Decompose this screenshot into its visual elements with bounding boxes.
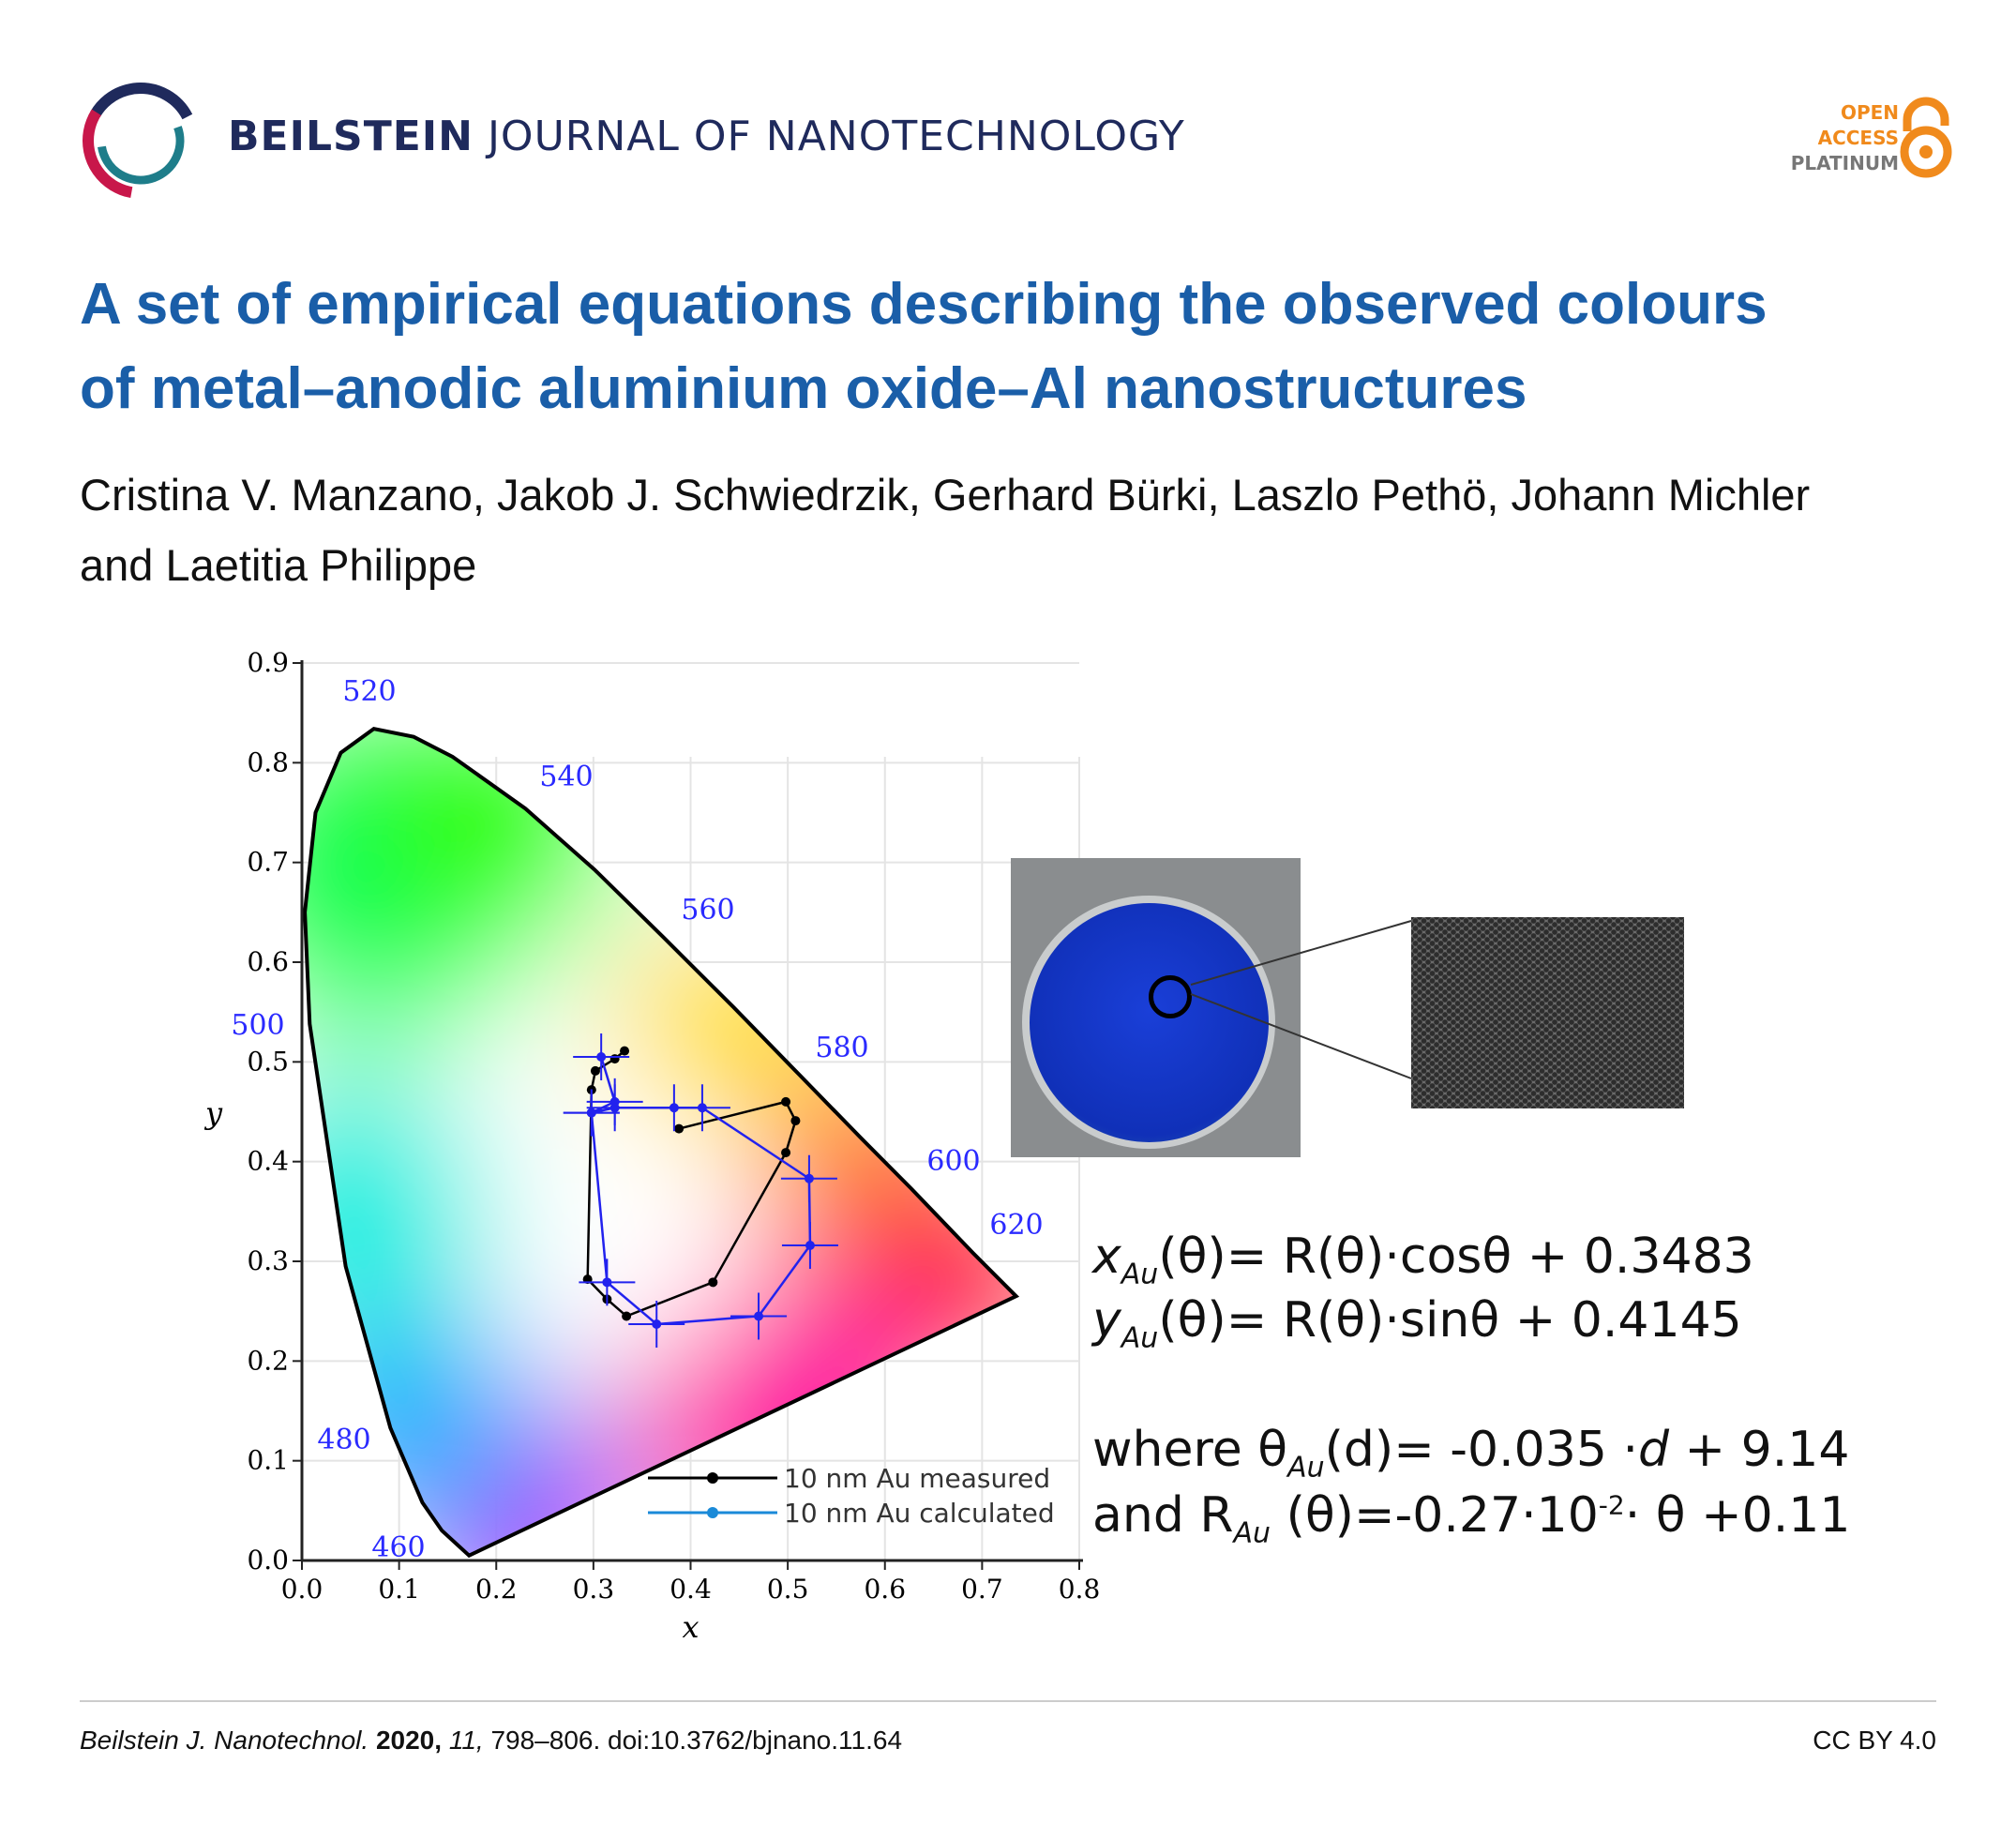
data-point xyxy=(602,1277,612,1288)
data-point xyxy=(781,1148,791,1158)
footer-divider xyxy=(80,1700,1936,1702)
equation-x: xAu(θ)= R(θ)·cosθ + 0.3483 xyxy=(1092,1229,1754,1291)
color-blob xyxy=(355,729,638,954)
data-point xyxy=(620,1046,630,1056)
x-tick-label: 0.8 xyxy=(1059,1574,1101,1605)
data-point xyxy=(805,1240,815,1250)
wavelength-label: 480 xyxy=(317,1424,370,1456)
data-point xyxy=(804,1173,814,1183)
y-tick-label: 0.2 xyxy=(247,1345,289,1376)
x-tick-label: 0.4 xyxy=(669,1574,712,1605)
data-point xyxy=(790,1116,801,1126)
y-tick-label: 0.7 xyxy=(247,847,289,878)
open-access-line2: ACCESS xyxy=(1817,127,1899,149)
data-point xyxy=(586,1108,596,1118)
wavelength-label: 560 xyxy=(681,894,734,927)
x-tick-label: 0.3 xyxy=(573,1574,615,1605)
data-point xyxy=(590,1065,600,1076)
wavelength-labels: 460 480 500 520 540 560 580 600 620 xyxy=(231,675,1043,1564)
journal-name: BEILSTEIN JOURNAL OF NANOTECHNOLOGY xyxy=(228,113,1185,160)
y-tick-label: 0.1 xyxy=(247,1445,289,1476)
color-blob xyxy=(305,1070,491,1352)
x-tick-label: 0.7 xyxy=(961,1574,1003,1605)
wavelength-label: 500 xyxy=(231,1009,284,1042)
sample-photo xyxy=(1011,858,1301,1157)
open-access-line1: OPEN xyxy=(1840,101,1899,124)
license: CC BY 4.0 xyxy=(1813,1726,1936,1755)
data-point xyxy=(622,1311,632,1321)
axes: 0.0 0.1 0.2 0.3 0.4 0.5 0.6 0.7 0.8 0.0 0.1 0.2 0.3 0… xyxy=(203,647,1100,1645)
open-lock-icon xyxy=(1900,97,1952,178)
y-tick-label: 0.4 xyxy=(247,1146,289,1177)
y-tick-label: 0.5 xyxy=(247,1046,289,1077)
y-tick-label: 0.9 xyxy=(247,647,289,678)
equation-r: and RAu (θ)=-0.27·10-2· θ +0.11 xyxy=(1092,1487,1851,1550)
data-point xyxy=(781,1096,791,1107)
beilstein-logo xyxy=(83,83,199,199)
legend-label: 10 nm Au measured xyxy=(784,1463,1050,1494)
legend-label: 10 nm Au calculated xyxy=(784,1498,1055,1529)
wavelength-label: 460 xyxy=(371,1531,425,1564)
x-tick-label: 0.0 xyxy=(281,1574,323,1605)
x-tick-label: 0.2 xyxy=(475,1574,518,1605)
sem-image xyxy=(1411,917,1684,1108)
wavelength-label: 580 xyxy=(815,1032,868,1064)
open-access-line3: PLATINUM xyxy=(1790,152,1899,174)
y-tick-label: 0.0 xyxy=(247,1545,289,1575)
y-tick-label: 0.8 xyxy=(247,746,289,777)
wavelength-label: 620 xyxy=(989,1209,1043,1242)
y-tick-label: 0.6 xyxy=(247,946,289,977)
wavelength-label: 520 xyxy=(342,675,396,708)
data-point xyxy=(754,1311,764,1321)
data-point xyxy=(609,1054,620,1064)
x-tick-label: 0.1 xyxy=(378,1574,420,1605)
y-tick-label: 0.3 xyxy=(247,1245,289,1276)
data-point xyxy=(708,1277,718,1288)
x-axis-label: x xyxy=(682,1609,699,1645)
article-title: A set of empirical equations describing … xyxy=(80,272,1768,421)
legend-marker xyxy=(707,1472,718,1484)
zoom-circle xyxy=(1149,975,1192,1018)
data-point xyxy=(596,1052,607,1063)
data-point xyxy=(609,1103,620,1113)
legend-marker xyxy=(707,1507,718,1518)
x-tick-label: 0.5 xyxy=(767,1574,809,1605)
data-series xyxy=(563,1033,838,1348)
data-point xyxy=(652,1319,662,1329)
data-point xyxy=(697,1103,707,1113)
article-authors: Cristina V. Manzano, Jakob J. Schwiedrzi… xyxy=(80,470,1811,590)
data-point xyxy=(669,1103,679,1113)
wavelength-label: 600 xyxy=(926,1145,980,1178)
data-point xyxy=(674,1123,685,1134)
equation-theta: where θAu(d)= -0.035 ·d + 9.14 xyxy=(1092,1422,1850,1485)
legend: 10 nm Au measured 10 nm Au calculated xyxy=(648,1463,1055,1529)
y-axis-label: y xyxy=(203,1095,223,1131)
wavelength-label: 540 xyxy=(539,761,593,793)
spectral-locus xyxy=(303,727,1020,1559)
x-tick-label: 0.6 xyxy=(864,1574,906,1605)
equation-y: yAu(θ)= R(θ)·sinθ + 0.4145 xyxy=(1092,1292,1742,1355)
citation: Beilstein J. Nanotechnol. 2020, 11, 798–… xyxy=(80,1726,903,1755)
